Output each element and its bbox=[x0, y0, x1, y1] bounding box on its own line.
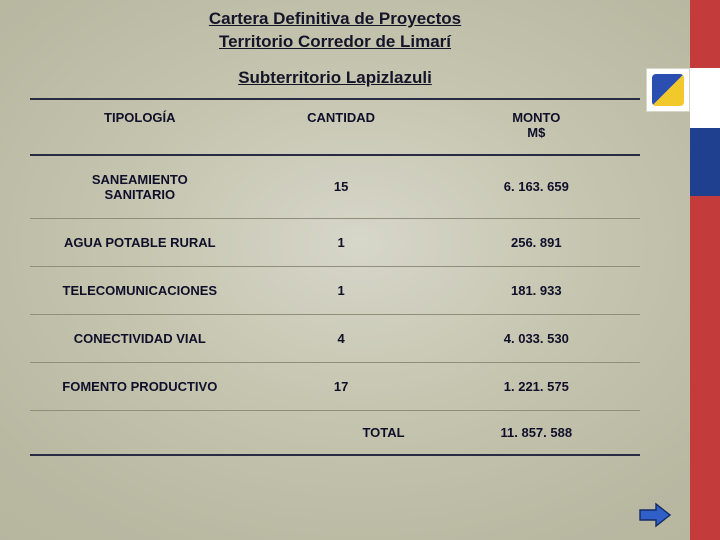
col-header-tipologia: TIPOLOGÍA bbox=[30, 99, 250, 155]
strip-segment-red-bottom bbox=[690, 196, 720, 540]
cell-cantidad: 4 bbox=[250, 314, 433, 362]
cell-tipologia: CONECTIVIDAD VIAL bbox=[30, 314, 250, 362]
cell-cantidad: 1 bbox=[250, 218, 433, 266]
table-header-row: TIPOLOGÍA CANTIDAD MONTO M$ bbox=[30, 99, 640, 155]
cell-total-label: TOTAL bbox=[250, 410, 433, 455]
cell-monto: 256. 891 bbox=[433, 218, 640, 266]
cell-monto: 181. 933 bbox=[433, 266, 640, 314]
strip-segment-white bbox=[690, 68, 720, 128]
title-line2: Territorio Corredor de Limarí bbox=[219, 32, 451, 51]
table-row: TELECOMUNICACIONES1181. 933 bbox=[30, 266, 640, 314]
slide-content: Cartera Definitiva de Proyectos Territor… bbox=[30, 8, 640, 520]
next-slide-button[interactable] bbox=[638, 502, 672, 528]
cell-total-monto: 11. 857. 588 bbox=[433, 410, 640, 455]
strip-segment-blue bbox=[690, 128, 720, 196]
arrow-right-icon bbox=[638, 502, 672, 528]
title-line1: Cartera Definitiva de Proyectos bbox=[209, 9, 461, 28]
table-row: AGUA POTABLE RURAL1256. 891 bbox=[30, 218, 640, 266]
slide-title: Cartera Definitiva de Proyectos Territor… bbox=[30, 8, 640, 54]
cell-monto: 4. 033. 530 bbox=[433, 314, 640, 362]
org-logo-mark bbox=[652, 74, 684, 106]
cell-tipologia: AGUA POTABLE RURAL bbox=[30, 218, 250, 266]
org-logo bbox=[646, 68, 690, 112]
cell-empty bbox=[30, 410, 250, 455]
cell-cantidad: 1 bbox=[250, 266, 433, 314]
col-header-monto: MONTO M$ bbox=[433, 99, 640, 155]
cell-tipologia: TELECOMUNICACIONES bbox=[30, 266, 250, 314]
table-total-row: TOTAL11. 857. 588 bbox=[30, 410, 640, 455]
cell-cantidad: 15 bbox=[250, 155, 433, 219]
table-row: FOMENTO PRODUCTIVO171. 221. 575 bbox=[30, 362, 640, 410]
cell-cantidad: 17 bbox=[250, 362, 433, 410]
col-header-monto-l2: M$ bbox=[527, 125, 545, 140]
cell-monto: 1. 221. 575 bbox=[433, 362, 640, 410]
cell-tipologia: SANEAMIENTOSANITARIO bbox=[30, 155, 250, 219]
col-header-cantidad: CANTIDAD bbox=[250, 99, 433, 155]
strip-segment-red-top bbox=[690, 0, 720, 68]
table-row: CONECTIVIDAD VIAL44. 033. 530 bbox=[30, 314, 640, 362]
slide-subtitle: Subterritorio Lapizlazuli bbox=[30, 68, 640, 88]
projects-table: TIPOLOGÍA CANTIDAD MONTO M$ SANEAMIENTOS… bbox=[30, 98, 640, 456]
flag-strip bbox=[690, 0, 720, 540]
table-row: SANEAMIENTOSANITARIO156. 163. 659 bbox=[30, 155, 640, 219]
col-header-monto-l1: MONTO bbox=[512, 110, 560, 125]
cell-monto: 6. 163. 659 bbox=[433, 155, 640, 219]
cell-tipologia: FOMENTO PRODUCTIVO bbox=[30, 362, 250, 410]
